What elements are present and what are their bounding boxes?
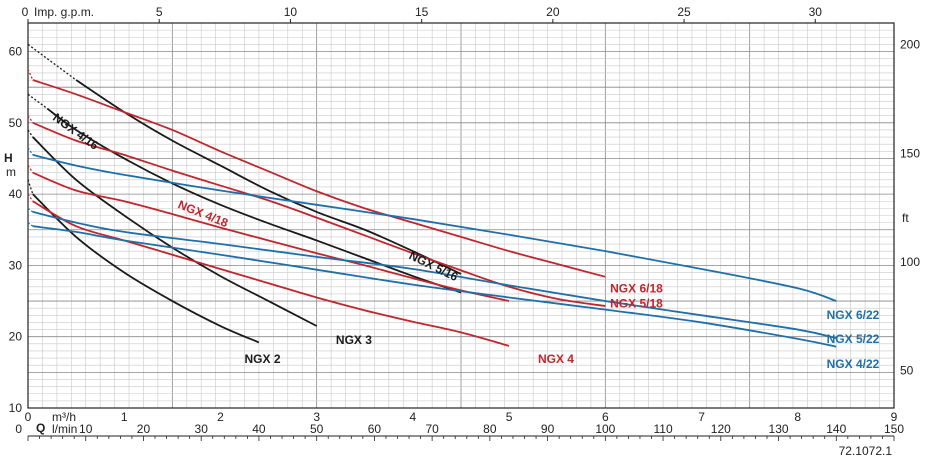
bottom-tick-label-lmin: 140 xyxy=(826,422,846,436)
curve-label-ngx-6-18: NGX 6/18 xyxy=(610,282,663,296)
bottom-tick-label-lmin: 130 xyxy=(769,422,789,436)
bottom-tick-label-lmin: 60 xyxy=(368,422,382,436)
bottom-tick-label-lmin: 40 xyxy=(252,422,266,436)
bottom-axis-title-m3h: m³/h xyxy=(52,410,76,424)
left-tick-label: 20 xyxy=(9,330,23,344)
top-tick-label: 15 xyxy=(415,5,429,19)
right-tick-label: 50 xyxy=(900,364,914,378)
top-tick-label: 25 xyxy=(677,5,691,19)
bottom-tick-label-m3h: 3 xyxy=(313,410,320,424)
curve-dashed-ngx-4-22 xyxy=(27,222,34,227)
bottom-tick-label-lmin: 50 xyxy=(310,422,324,436)
curve-ngx-6-22 xyxy=(32,154,837,302)
bottom-tick-label-lmin: 90 xyxy=(541,422,555,436)
curve-label-ngx-4: NGX 4 xyxy=(538,352,574,366)
right-axis-unit: ft xyxy=(902,211,909,225)
chart-grid xyxy=(27,22,895,409)
curve-label-ngx-4-16: NGX 4/16 xyxy=(50,110,101,152)
left-axis-unit: m xyxy=(6,165,16,179)
curve-dashed-ngx-3 xyxy=(27,129,34,138)
curve-ngx-6-18 xyxy=(32,79,606,278)
curve-label-ngx-4-22: NGX 4/22 xyxy=(827,357,880,371)
footnote: 72.1072.1 xyxy=(839,444,893,458)
curve-ngx-4-16 xyxy=(46,107,462,294)
bottom-tick-label-m3h: 2 xyxy=(217,410,224,424)
bottom-axis-title-lmin: l/min xyxy=(52,422,77,436)
bottom-tick-label-m3h: 9 xyxy=(891,410,898,424)
plot-frame xyxy=(27,22,895,409)
bottom-tick-label-lmin: 80 xyxy=(483,422,497,436)
curve-ngx-4 xyxy=(32,200,510,347)
bottom-tick-label-m3h: 5 xyxy=(506,410,513,424)
curve-dashed-ngx-6-22 xyxy=(27,147,34,156)
left-tick-label: 60 xyxy=(9,45,23,59)
bottom-tick-label-m3h: 6 xyxy=(602,410,609,424)
bottom-tick-label-m3h: 0 xyxy=(25,410,32,424)
bottom-tick-label-lmin: 70 xyxy=(425,422,439,436)
curve-label-ngx-4-18: NGX 4/18 xyxy=(176,197,230,230)
curve-ngx-4-18 xyxy=(32,171,510,302)
plot-border xyxy=(27,22,895,409)
bottom-tick-label-m3h: 1 xyxy=(121,410,128,424)
curve-dashed-ngx-5-22 xyxy=(27,207,34,213)
top-tick-label: 5 xyxy=(156,5,163,19)
curve-ngx-5-16 xyxy=(75,79,462,275)
bottom-tick-label-lmin: 30 xyxy=(195,422,209,436)
curve-label-ngx-5-22: NGX 5/22 xyxy=(827,332,880,346)
right-tick-label: 100 xyxy=(900,255,920,269)
curve-dashed-ngx-5-18 xyxy=(27,115,34,124)
curve-label-ngx-3: NGX 3 xyxy=(336,333,372,347)
bottom-tick-label-lmin: 10 xyxy=(79,422,93,436)
right-tick-label: 150 xyxy=(900,146,920,160)
top-tick-label: 20 xyxy=(546,5,560,19)
curve-label-ngx-6-22: NGX 6/22 xyxy=(827,308,880,322)
top-tick-label: 0 xyxy=(22,5,29,19)
bottom-tick-label-lmin: 120 xyxy=(711,422,731,436)
top-axis-title: Imp. g.p.m. xyxy=(34,5,94,19)
curve-label-ngx-5-18: NGX 5/18 xyxy=(610,296,663,310)
left-axis-title: H xyxy=(4,151,13,165)
left-tick-label: 40 xyxy=(9,187,23,201)
curve-label-ngx-2: NGX 2 xyxy=(245,352,281,366)
bottom-tick-label-m3h: 7 xyxy=(698,410,705,424)
q-symbol: Q xyxy=(36,421,45,435)
curve-ngx-2 xyxy=(32,193,260,344)
curve-ngx-5-22 xyxy=(32,211,837,340)
bottom-tick-label-lmin: 100 xyxy=(595,422,615,436)
top-tick-label: 10 xyxy=(284,5,298,19)
bottom-tick-label-lmin: 110 xyxy=(653,422,672,436)
top-tick-label: 30 xyxy=(809,5,823,19)
curve-dashed-ngx-4-18 xyxy=(27,165,34,174)
performance-curves xyxy=(27,43,837,348)
curve-ngx-4-22 xyxy=(32,225,837,348)
curve-ngx-5-18 xyxy=(32,121,606,307)
left-tick-label: 50 xyxy=(9,116,23,130)
bottom-tick-label-lmin: 150 xyxy=(884,422,904,436)
left-tick-label: 10 xyxy=(9,401,23,415)
curve-dashed-ngx-6-18 xyxy=(27,69,34,81)
curve-dashed-ngx-4 xyxy=(27,193,34,202)
left-tick-label: 30 xyxy=(9,258,23,272)
curve-dashed-ngx-5-16 xyxy=(27,43,77,81)
bottom-tick-label-m3h: 4 xyxy=(410,410,417,424)
bottom-tick-label-m3h: 8 xyxy=(794,410,801,424)
bottom-tick-label-lmin: 0 xyxy=(15,422,22,436)
axis-ticks: Imp. g.p.m. 5 10 15 20 25 300102030405060Hm501… xyxy=(4,5,920,458)
right-tick-label: 200 xyxy=(900,38,920,52)
curve-dashed-ngx-2 xyxy=(27,179,34,195)
bottom-tick-label-lmin: 20 xyxy=(137,422,151,436)
